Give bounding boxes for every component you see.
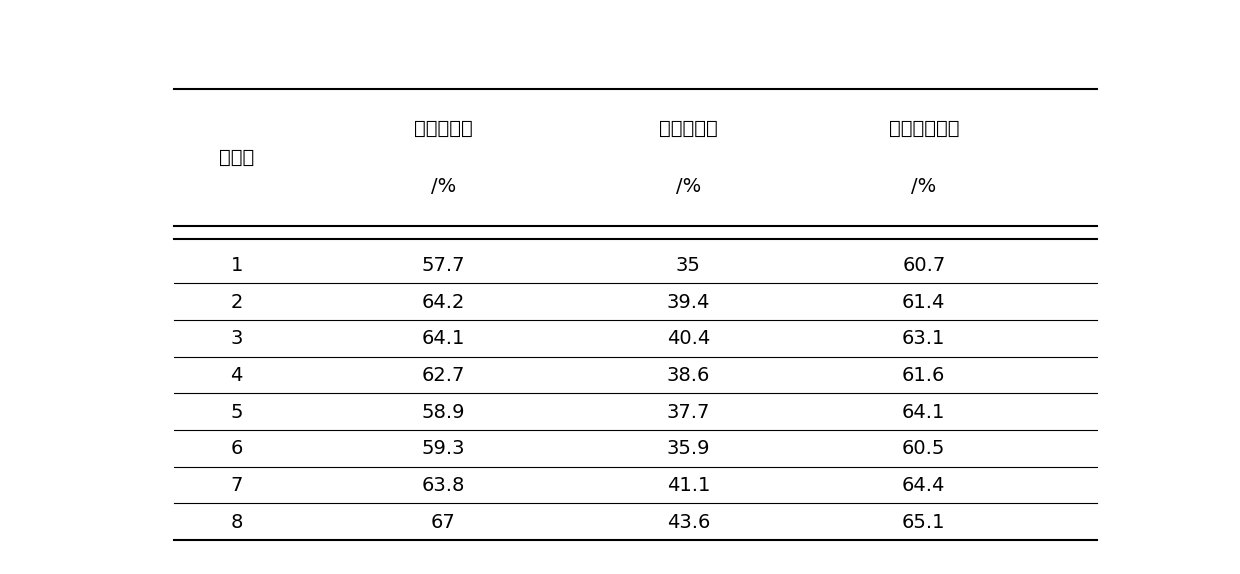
Text: 58.9: 58.9 bbox=[422, 403, 465, 422]
Text: 41.1: 41.1 bbox=[667, 476, 711, 495]
Text: 38.6: 38.6 bbox=[667, 366, 711, 385]
Text: 40.4: 40.4 bbox=[667, 329, 711, 348]
Text: 64.1: 64.1 bbox=[903, 403, 945, 422]
Text: 61.6: 61.6 bbox=[903, 366, 945, 385]
Text: 8: 8 bbox=[231, 513, 243, 532]
Text: 59.3: 59.3 bbox=[422, 440, 465, 459]
Text: 6: 6 bbox=[231, 440, 243, 459]
Text: 39.4: 39.4 bbox=[667, 293, 711, 312]
Text: /%: /% bbox=[911, 176, 936, 196]
Text: 60.5: 60.5 bbox=[903, 440, 945, 459]
Text: 61.4: 61.4 bbox=[903, 293, 945, 312]
Text: 65.1: 65.1 bbox=[901, 513, 946, 532]
Text: 60.7: 60.7 bbox=[903, 256, 945, 275]
Text: /%: /% bbox=[676, 176, 701, 196]
Text: 乙炔转化率: 乙炔转化率 bbox=[414, 119, 472, 138]
Text: 35.9: 35.9 bbox=[667, 440, 711, 459]
Text: 67: 67 bbox=[432, 513, 455, 532]
Text: 63.8: 63.8 bbox=[422, 476, 465, 495]
Text: /%: /% bbox=[430, 176, 456, 196]
Text: 37.7: 37.7 bbox=[667, 403, 711, 422]
Text: 43.6: 43.6 bbox=[667, 513, 711, 532]
Text: 1: 1 bbox=[231, 256, 243, 275]
Text: 苯乙烯收率: 苯乙烯收率 bbox=[658, 119, 718, 138]
Text: 63.1: 63.1 bbox=[903, 329, 945, 348]
Text: 57.7: 57.7 bbox=[422, 256, 465, 275]
Text: 35: 35 bbox=[676, 256, 701, 275]
Text: 7: 7 bbox=[231, 476, 243, 495]
Text: 64.4: 64.4 bbox=[903, 476, 945, 495]
Text: 64.2: 64.2 bbox=[422, 293, 465, 312]
Text: 64.1: 64.1 bbox=[422, 329, 465, 348]
Text: 4: 4 bbox=[231, 366, 243, 385]
Text: 5: 5 bbox=[231, 403, 243, 422]
Text: 2: 2 bbox=[231, 293, 243, 312]
Text: 实施例: 实施例 bbox=[219, 148, 254, 167]
Text: 3: 3 bbox=[231, 329, 243, 348]
Text: 苯乙烯选择性: 苯乙烯选择性 bbox=[889, 119, 959, 138]
Text: 62.7: 62.7 bbox=[422, 366, 465, 385]
